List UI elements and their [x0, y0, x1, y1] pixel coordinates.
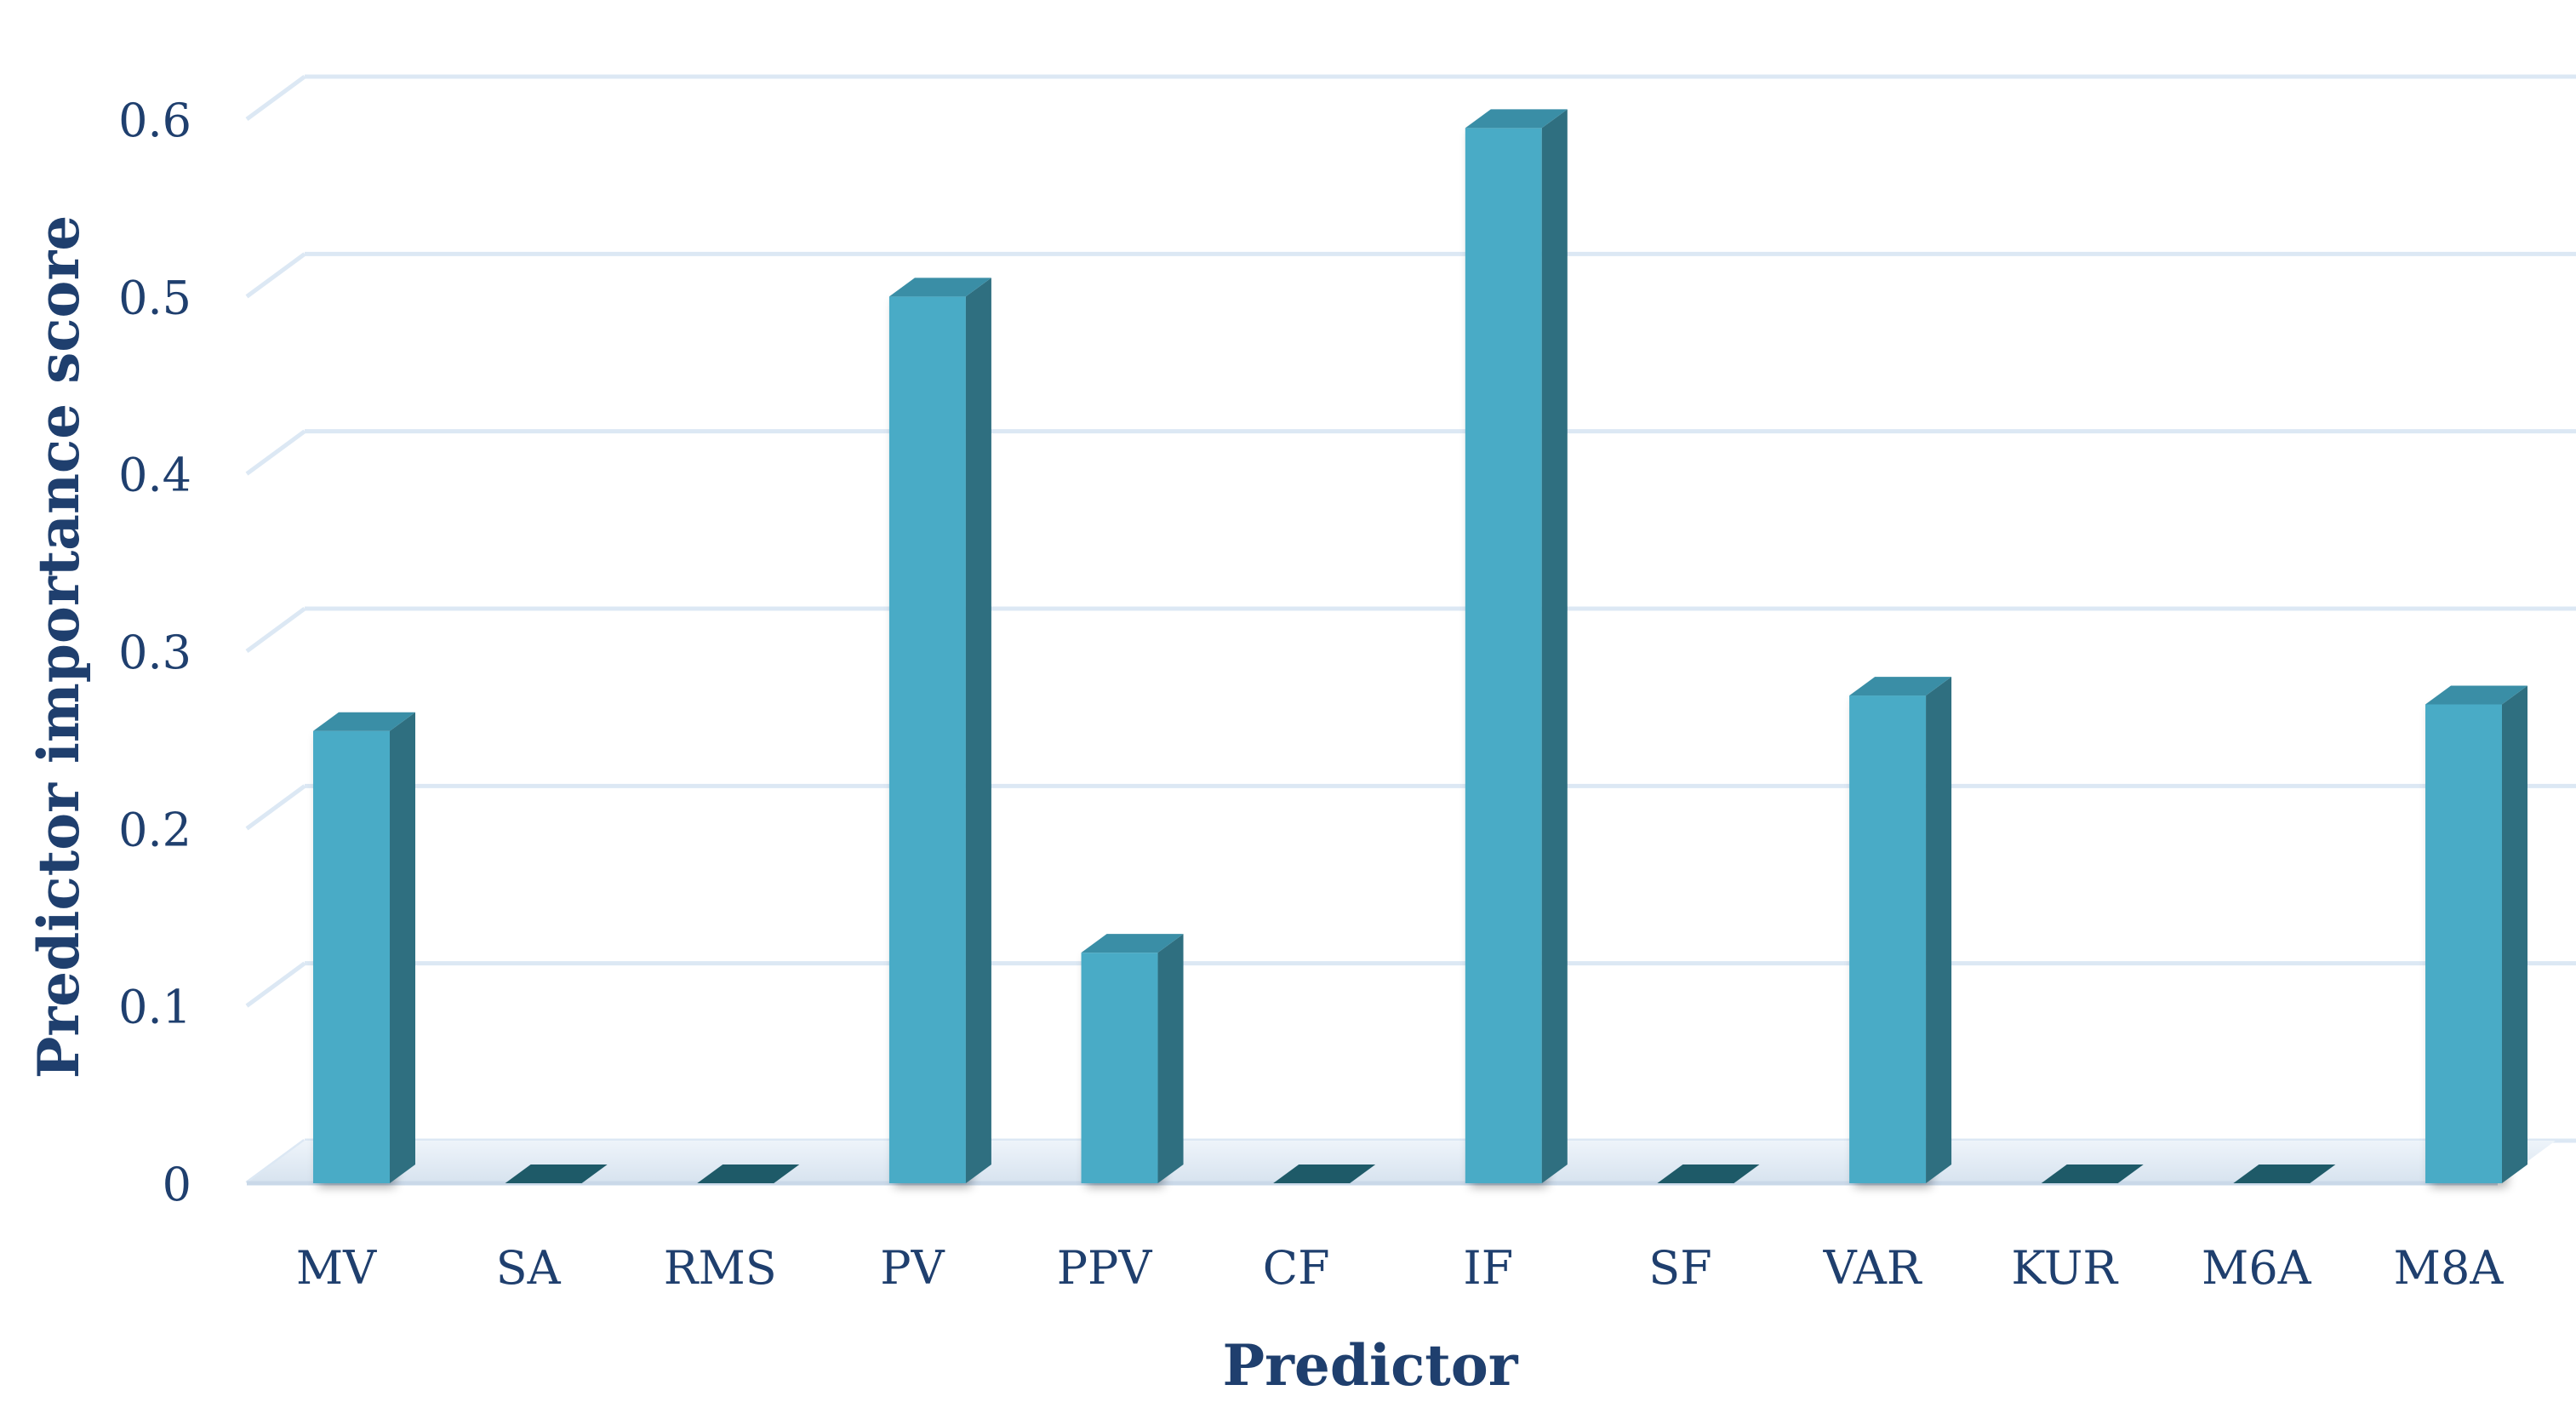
y-axis-title: Predictor importance score [26, 215, 92, 1079]
gridline [245, 783, 2576, 831]
bar-top [1465, 109, 1568, 129]
bar-top [1081, 934, 1184, 953]
x-axis-ticks: MV SA RMS PV PPV CF IF SF VAR KUR M6A M8A [296, 1241, 2504, 1295]
bar-zero-slab [1657, 1165, 1760, 1183]
x-tick-label: MV [296, 1241, 377, 1295]
x-tick-label: RMS [664, 1241, 777, 1295]
bar-side [1926, 677, 1952, 1183]
bar-zero-slab [1273, 1165, 1376, 1183]
bar-zero-slab [2041, 1165, 2144, 1183]
bars [313, 109, 2527, 1184]
bar-zero-slab [2233, 1165, 2336, 1183]
bar-front [1465, 128, 1542, 1184]
x-tick-label: CF [1263, 1241, 1330, 1295]
bar-mv [313, 712, 415, 1183]
chart-floor [247, 1141, 2556, 1186]
bar-side [965, 278, 991, 1183]
bar-cf [1273, 1165, 1376, 1183]
bar-zero-slab [505, 1165, 608, 1183]
bar-side [1541, 109, 1568, 1184]
gridline [245, 74, 2576, 122]
bar-m6a [2233, 1165, 2336, 1183]
bar-if [1465, 109, 1568, 1184]
bar-front [888, 296, 966, 1183]
bar-pv [888, 278, 991, 1183]
y-tick-label: 0.4 [118, 449, 191, 502]
x-tick-label: PV [880, 1241, 945, 1295]
bar-m8a [2425, 685, 2527, 1183]
gridline [245, 961, 2576, 1008]
bar-side [390, 712, 415, 1183]
gridline [245, 606, 2576, 654]
x-tick-label: SF [1648, 1241, 1711, 1295]
x-tick-label: IF [1463, 1241, 1513, 1295]
bar-var [1849, 677, 1952, 1183]
y-tick-label: 0.1 [118, 981, 191, 1034]
y-tick-label: 0.3 [118, 626, 191, 679]
bar-top [313, 712, 415, 731]
x-tick-label: PPV [1057, 1241, 1153, 1295]
bar-front [313, 730, 390, 1183]
bar-front [1849, 695, 1927, 1183]
bar-kur [2041, 1165, 2144, 1183]
x-tick-label: KUR [2011, 1241, 2118, 1295]
bar-rms [697, 1165, 800, 1183]
bar-top [2425, 685, 2527, 705]
y-tick-label: 0.5 [118, 271, 191, 324]
bar-side [1157, 934, 1184, 1183]
x-tick-label: M6A [2202, 1241, 2312, 1295]
x-tick-label: M8A [2394, 1241, 2505, 1295]
y-tick-label: 0.6 [118, 94, 191, 147]
y-axis-ticks: 0 0.1 0.2 0.3 0.4 0.5 0.6 [118, 94, 191, 1211]
bar-sf [1657, 1165, 1760, 1183]
x-tick-label: VAR [1823, 1241, 1922, 1295]
bar-zero-slab [697, 1165, 800, 1183]
bar-front [1081, 953, 1158, 1183]
bar-top [888, 278, 991, 297]
bar-top [1849, 677, 1952, 696]
x-axis-title: Predictor [1222, 1332, 1518, 1399]
bar-side [2502, 685, 2527, 1183]
gridlines [245, 74, 2576, 1186]
floor-plane [247, 1141, 2556, 1183]
y-tick-label: 0 [163, 1158, 191, 1211]
bar-ppv [1081, 934, 1184, 1183]
x-tick-label: SA [496, 1241, 562, 1295]
bar-front [2425, 704, 2502, 1183]
gridline [245, 429, 2576, 476]
bar-sa [505, 1165, 608, 1183]
y-tick-label: 0.2 [118, 803, 191, 856]
gridline [245, 251, 2576, 299]
